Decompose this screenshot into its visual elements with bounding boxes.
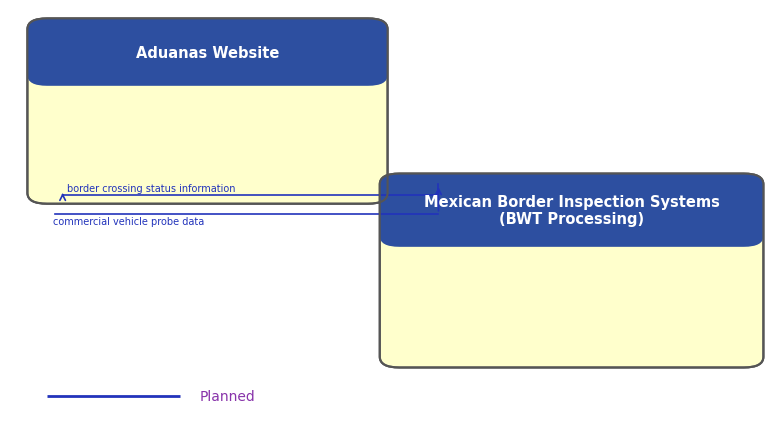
Text: commercial vehicle probe data: commercial vehicle probe data xyxy=(53,216,204,226)
Text: border crossing status information: border crossing status information xyxy=(67,184,235,194)
Text: Mexican Border Inspection Systems
(BWT Processing): Mexican Border Inspection Systems (BWT P… xyxy=(424,194,720,227)
Bar xyxy=(399,208,744,237)
Bar xyxy=(47,51,368,76)
FancyBboxPatch shape xyxy=(380,174,763,368)
FancyBboxPatch shape xyxy=(27,19,388,86)
FancyBboxPatch shape xyxy=(380,174,763,247)
FancyBboxPatch shape xyxy=(27,19,388,204)
Text: Planned: Planned xyxy=(200,389,255,402)
Text: Aduanas Website: Aduanas Website xyxy=(135,46,280,61)
